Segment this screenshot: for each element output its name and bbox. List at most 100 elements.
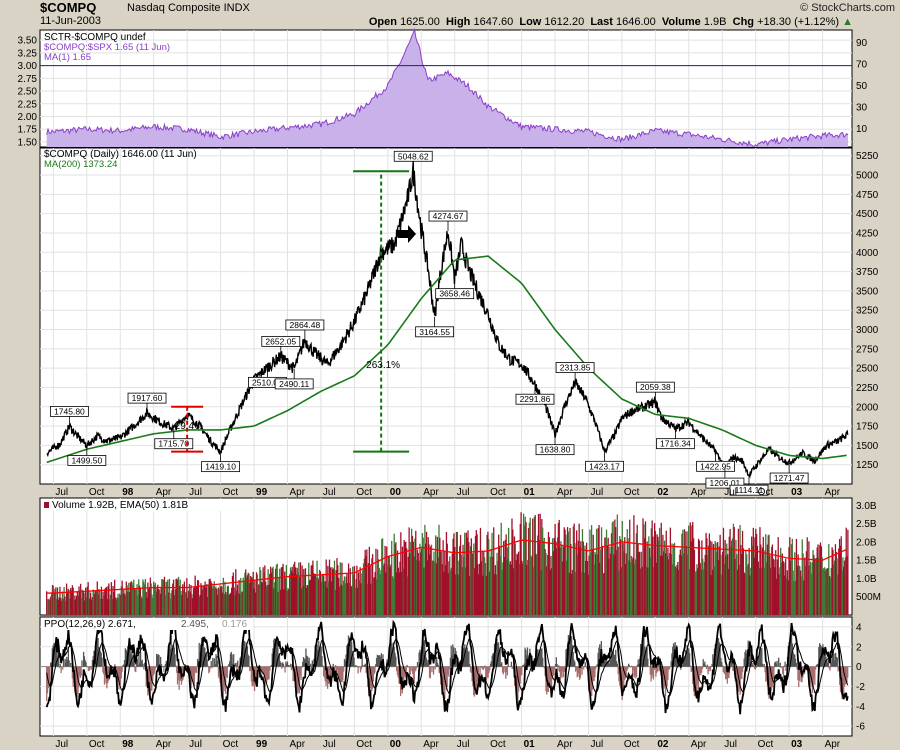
callout-box [428,210,468,222]
rs-legend-sctr: SCTR-$COMPQ undef [44,32,146,43]
x-tick-label: Apr [423,487,439,498]
price-callout: 1419.10 [201,451,240,473]
x-tick-label: Jul [724,739,737,750]
symbol-description: Nasdaq Composite INDX [127,2,250,14]
rs-y-tick: 2.50 [18,87,38,98]
rs-y-tick: 2.00 [18,112,38,123]
callout-box [696,460,735,472]
callout-box [201,461,240,473]
x-tick-label: 01 [524,739,536,750]
x-tick-label: Apr [557,487,573,498]
ppo-legend-hist: 0.176 [222,619,247,630]
annotation-rise [353,170,410,453]
x-tick-label: Oct [223,487,239,498]
ppo-line [45,619,849,715]
x-tick-label: Apr [423,739,439,750]
callout-box [515,393,555,405]
rs-y-tick: 3.25 [18,48,38,59]
x-tick-label: 01 [524,487,536,498]
callout-box [435,288,475,300]
callout-box [555,362,595,373]
x-tick-label: Oct [758,739,774,750]
x-tick-label: Jul [724,487,737,498]
x-tick-label: Oct [624,487,640,498]
callout-box [285,319,325,331]
callout-box [535,444,575,456]
ppo-y-tick: 4 [856,622,862,633]
price-callout: 1114.11 [729,475,769,496]
up-arrow-icon: ▲ [842,16,853,28]
x-tick-label: 98 [122,739,134,750]
callout-text: 1206.01 [710,478,741,488]
ma-legend: MA(200) 1373.24 [44,159,117,170]
rs-right-tick: 50 [856,81,868,92]
callout-box [261,335,301,347]
volume-value: 1.9B [703,16,727,28]
drop-label: -29.4% [171,421,203,432]
low-label: Low [519,16,542,28]
price-y-tick: 2750 [856,344,879,355]
x-tick-label: Apr [691,487,707,498]
x-tick-label: 02 [657,739,669,750]
volume-y-tick: 2.5B [856,519,877,530]
price-y-tick: 4250 [856,228,879,239]
rs-right-tick: 30 [856,103,868,114]
callout-text: 1271.47 [774,473,805,483]
callout-text: 2313.85 [560,363,591,373]
callout-box [769,472,809,484]
price-y-tick: 2500 [856,364,879,375]
price-callout: 1499.50 [67,445,107,466]
price-callout: 2652.05 [261,335,301,357]
ppo-legend-bg [41,618,253,630]
price-callout: 1745.80 [50,405,89,427]
callout-box [50,405,89,417]
x-tick-label: 99 [256,739,268,750]
callout-text: 3658.46 [439,289,470,299]
annotation-drop [171,405,204,453]
chg-label: Chg [732,16,755,28]
chg-value: +18.30 (+1.12%) [757,16,840,28]
x-tick-label: Jul [189,739,202,750]
x-tick-label: Apr [289,487,305,498]
x-tick-label: Apr [156,739,172,750]
rs-y-tick: 3.00 [18,61,38,72]
x-tick-label: Oct [624,739,640,750]
rs-y-tick: 3.50 [18,36,38,47]
x-tick-label: Oct [356,487,372,498]
price-callout: 1206.01 [705,468,745,489]
callout-text: 2510.00 [252,377,283,387]
callout-box [154,438,194,450]
x-tick-label: 02 [657,487,669,498]
price-callout: 4274.67 [428,210,468,232]
ppo-y-tick: -4 [856,702,865,713]
ppo-y-tick: -6 [856,722,865,733]
x-tick-label: Apr [825,739,841,750]
callout-box [393,150,433,162]
rs-legend-ratio: $COMPQ:$SPX 1.65 (11 Jun) [44,42,170,53]
x-tick-label: 03 [791,739,803,750]
callout-box [635,381,675,393]
x-tick-label: Jul [457,487,470,498]
chart-header: $COMPQ Nasdaq Composite INDX 11-Jun-2003… [0,0,900,30]
callout-text: 4274.67 [433,211,464,221]
x-tick-label: Jul [457,739,470,750]
volume-y-tick: 500M [856,592,881,603]
open-value: 1625.00 [400,16,440,28]
callout-text: 1716.34 [660,439,691,449]
x-tick-label: Jul [590,739,603,750]
x-tick-label: 98 [122,487,134,498]
x-tick-label: Jul [55,487,68,498]
price-y-tick: 3250 [856,306,879,317]
callout-text: 1917.60 [132,393,163,403]
right-arrow-icon [398,225,416,243]
price-legend: $COMPQ (Daily) 1646.00 (11 Jun) [44,149,197,160]
callout-text: 1715.70 [158,439,189,449]
rs-y-tick: 1.50 [18,137,38,148]
quote-bar: Open 1625.00 High 1647.60 Low 1612.20 La… [369,16,853,28]
rs-y-tick: 2.25 [18,99,38,110]
x-tick-label: Oct [89,487,105,498]
last-label: Last [590,16,613,28]
x-tick-label: Oct [223,739,239,750]
callout-text: 2864.48 [290,320,321,330]
price-line [46,161,849,479]
